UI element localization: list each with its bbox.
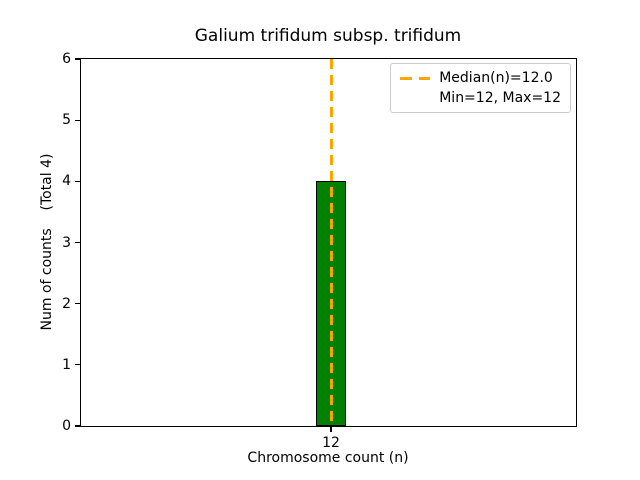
x-tick-mark: [330, 427, 332, 432]
y-tick-label: 6: [62, 51, 71, 67]
y-tick-mark: [75, 303, 80, 305]
y-tick-label: 4: [62, 173, 71, 190]
legend-label-minmax: Min=12, Max=12: [439, 90, 561, 106]
legend-entry-median: Median(n)=12.0: [400, 70, 561, 86]
y-tick-mark: [75, 180, 80, 182]
y-tick-label: 2: [62, 295, 71, 312]
y-tick-mark: [75, 119, 80, 121]
y-tick-mark: [75, 58, 80, 60]
legend-label-median: Median(n)=12.0: [439, 70, 553, 86]
y-tick-label: 0: [62, 418, 71, 434]
legend-marker-spacer: [400, 97, 430, 100]
legend-entry-minmax: Min=12, Max=12: [400, 90, 561, 106]
plot-area: Median(n)=12.0 Min=12, Max=12 0 1 2 3 4 5 6 12: [62, 52, 577, 450]
y-tick-mark: [75, 364, 80, 366]
x-tick-label: 12: [322, 435, 340, 451]
median-line-legend-marker-icon: [400, 76, 431, 80]
y-axis-label: Num of counts (Total 4): [39, 153, 55, 331]
x-axis-label: Chromosome count (n): [247, 450, 409, 466]
y-tick-label: 5: [62, 112, 71, 129]
y-tick-label: 3: [62, 234, 71, 251]
chart-title: Galium trifidum subsp. trifidum: [194, 26, 462, 46]
y-tick-mark: [75, 425, 80, 427]
legend: Median(n)=12.0 Min=12, Max=12: [390, 63, 571, 113]
y-tick-label: 1: [62, 356, 71, 373]
median-dashed-line: [329, 59, 333, 426]
y-tick-mark: [75, 241, 80, 244]
